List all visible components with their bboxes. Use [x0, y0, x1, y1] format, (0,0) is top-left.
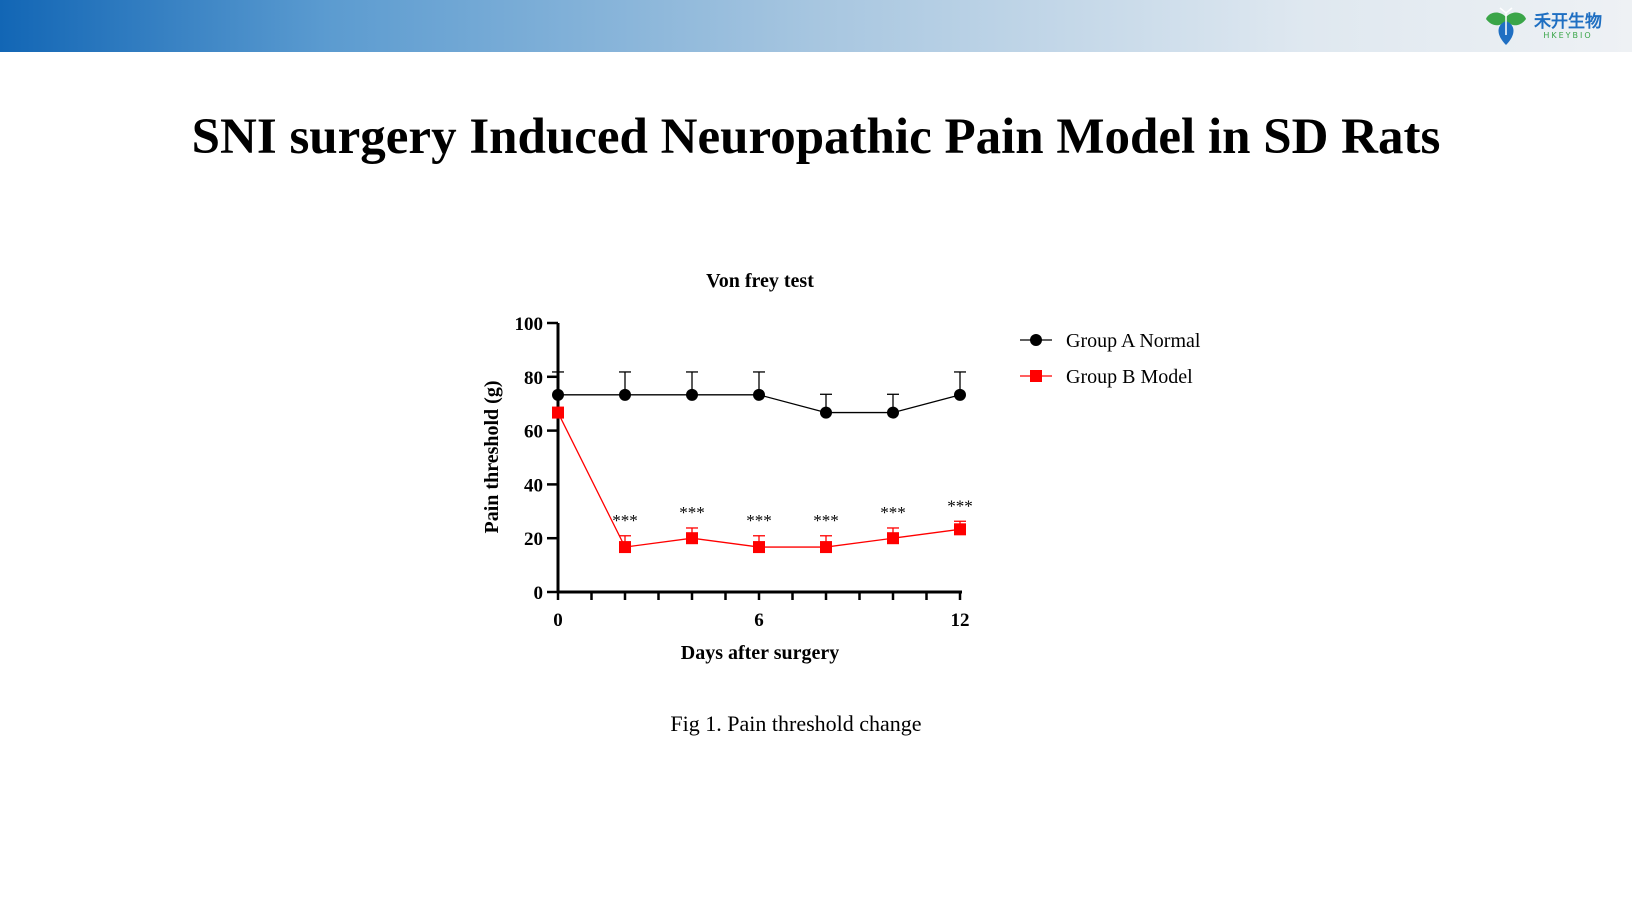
significance-label: ***: [746, 511, 772, 530]
x-tick-label: 6: [754, 610, 764, 631]
data-point-square: [686, 532, 698, 545]
logo-text-cn: 禾开生物: [1534, 11, 1602, 32]
y-tick-label: 40: [524, 475, 543, 496]
logo-text-en: HKEYBIO: [1543, 30, 1593, 40]
data-point-square: [887, 532, 899, 545]
data-point-circle: [820, 406, 832, 419]
data-point-circle: [887, 406, 899, 419]
data-point-square: [552, 406, 564, 419]
y-tick-label: 80: [524, 368, 543, 389]
legend-marker-circle: [1030, 334, 1042, 346]
page-title: SNI surgery Induced Neuropathic Pain Mod…: [191, 109, 1441, 165]
legend-label: Group B Model: [1066, 366, 1193, 388]
data-point-square: [619, 541, 631, 554]
significance-label: ***: [813, 511, 839, 530]
data-point-square: [820, 541, 832, 554]
figure-caption: Fig 1. Pain threshold change: [670, 711, 922, 736]
y-tick-label: 60: [524, 422, 543, 443]
leaf-logo-icon: [1486, 7, 1526, 45]
data-point-square: [753, 541, 765, 554]
y-axis-label: Pain threshold (g): [481, 381, 503, 534]
legend-marker-square: [1030, 370, 1042, 382]
header-banner: 禾开生物 HKEYBIO: [0, 0, 1632, 52]
data-point-circle: [619, 388, 631, 401]
chart-title: Von frey test: [706, 270, 814, 292]
data-point-circle: [552, 388, 564, 401]
data-point-square: [954, 523, 966, 536]
x-tick-label: 12: [951, 610, 970, 631]
significance-label: ***: [947, 496, 973, 515]
significance-label: ***: [679, 503, 705, 522]
data-point-circle: [686, 388, 698, 401]
significance-label: ***: [612, 511, 638, 530]
y-tick-label: 20: [524, 529, 543, 550]
company-logo: 禾开生物 HKEYBIO: [1484, 4, 1602, 48]
significance-label: ***: [880, 503, 906, 522]
x-axis-label: Days after surgery: [681, 642, 839, 664]
data-point-circle: [753, 388, 765, 401]
y-tick-label: 100: [515, 314, 544, 335]
data-point-circle: [954, 388, 966, 401]
legend-label: Group A Normal: [1066, 330, 1201, 352]
x-tick-label: 0: [553, 610, 563, 631]
y-tick-label: 0: [534, 583, 544, 604]
